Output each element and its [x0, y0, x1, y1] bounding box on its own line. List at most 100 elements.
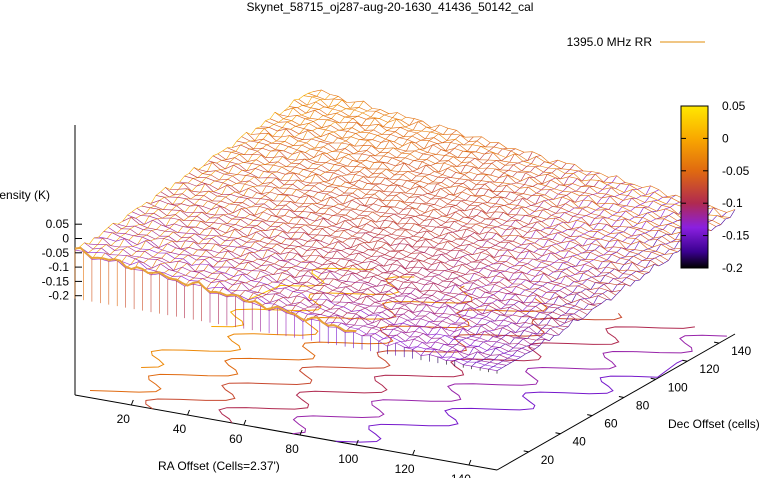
mesh-line-dec	[189, 172, 612, 301]
mesh-line-ra	[176, 118, 415, 282]
mesh-line-ra	[193, 126, 432, 285]
mesh-line-dec	[122, 217, 545, 341]
mesh-line-dec	[155, 195, 579, 321]
mesh-line-dec	[146, 202, 569, 327]
mesh-line-dec	[103, 231, 526, 355]
series-line	[74, 246, 357, 333]
mesh-line-dec	[255, 128, 678, 253]
colorbar-tick-label: -0.2	[722, 261, 743, 275]
mesh-line-dec	[289, 106, 712, 231]
mesh-line-dec	[298, 99, 721, 225]
z-tick-label: -0.2	[48, 289, 69, 303]
mesh-line-dec	[165, 187, 588, 315]
z-tick-label: -0.1	[48, 260, 69, 274]
mesh-line-dec	[93, 237, 517, 361]
y-tick-label: 100	[668, 380, 688, 394]
mesh-line-dec	[179, 181, 602, 305]
mesh-line-ra	[167, 116, 406, 280]
mesh-line-dec	[112, 222, 536, 350]
mesh-line-dec	[227, 147, 650, 273]
x-tick-label: 100	[338, 452, 358, 466]
colorbar: 0.05 0 -0.05 -0.1 -0.15 -0.2	[680, 99, 750, 275]
x-axis-label: RA Offset (Cells=2.37')	[158, 459, 280, 473]
mesh-line-dec	[241, 136, 664, 264]
colorbar-tick-label: -0.05	[722, 164, 750, 178]
mesh-line-dec	[170, 188, 593, 310]
z-tick-label: 0	[62, 232, 69, 246]
contour-line	[292, 334, 727, 435]
mesh-line-dec	[89, 243, 512, 363]
y-tick-label: 120	[699, 362, 719, 376]
mesh-line-dec	[312, 89, 736, 213]
y-tick	[555, 432, 561, 435]
colorbar-tick-label: -0.15	[722, 229, 750, 243]
mesh-line-dec	[246, 132, 669, 261]
mesh-line-dec	[222, 150, 645, 275]
y-tick	[650, 377, 656, 380]
y-tick	[618, 396, 624, 398]
y-axis: 20 40 60 80 100 120 140	[523, 341, 751, 467]
colorbar-gradient	[680, 105, 709, 269]
x-tick	[243, 419, 247, 426]
mesh-line-dec	[117, 223, 540, 346]
colorbar-ticks: 0.05 0 -0.05 -0.1 -0.15 -0.2	[681, 99, 750, 275]
z-tick-label: -0.15	[42, 274, 70, 288]
x-axis: 20 40 60 80 100 120 140	[117, 399, 472, 478]
y-tick-label: 20	[541, 453, 555, 467]
mesh-line-dec	[141, 205, 564, 331]
x-tick	[187, 409, 190, 416]
mesh-line-dec	[308, 93, 731, 218]
y-tick	[523, 450, 529, 453]
contour-line	[89, 298, 548, 393]
y-tick-label: 40	[573, 435, 587, 449]
mesh-line-dec	[151, 199, 574, 324]
mesh-line-dec	[265, 120, 688, 246]
mesh-line-ra	[83, 89, 322, 254]
colorbar-tick-label: 0.05	[722, 99, 746, 113]
mesh-line-dec	[160, 191, 583, 320]
y-tick-label: 60	[604, 417, 618, 431]
x-tick	[412, 449, 416, 456]
mesh-line-dec	[98, 236, 521, 358]
mesh-line-dec	[203, 162, 626, 286]
mesh-line-dec	[127, 214, 550, 342]
z-axis: 0.050-0.05-0.1-0.15-0.2	[42, 217, 82, 303]
legend: 1395.0 MHz RR	[567, 35, 705, 49]
mesh-line-ra	[387, 182, 626, 347]
x-tick	[299, 429, 303, 436]
chart-title: Skynet_58715_oj287-aug-20-1630_41436_501…	[247, 0, 534, 14]
x-tick-label: 20	[117, 412, 131, 426]
mesh-line-dec	[136, 207, 560, 336]
legend-label: 1395.0 MHz RR	[567, 35, 653, 49]
mesh-line-dec	[208, 160, 631, 287]
colorbar-tick-label: -0.1	[722, 196, 743, 210]
mesh-line-dec	[84, 242, 507, 366]
mesh-line-dec	[198, 169, 621, 293]
series-ridge-line	[74, 246, 357, 333]
mesh-line-dec	[232, 144, 655, 269]
mesh-line-dec	[193, 167, 617, 296]
x-tick-label: 40	[173, 422, 187, 436]
mesh-line-dec	[108, 227, 531, 352]
contour-line	[218, 326, 695, 424]
y-tick	[587, 414, 593, 417]
colorbar-tick-label: 0	[722, 131, 729, 145]
mesh-line-dec	[303, 95, 726, 220]
contour-line	[145, 312, 623, 410]
mesh-line-dec	[174, 182, 598, 307]
x-tick-label: 80	[285, 442, 299, 456]
mesh-line-dec	[260, 126, 683, 250]
mesh-line-dec	[279, 114, 702, 238]
surface-mesh	[74, 89, 736, 374]
contour-line	[245, 267, 374, 302]
mesh-line-dec	[274, 111, 698, 242]
mesh-line-dec	[284, 107, 707, 231]
z-tick-label: 0.05	[46, 217, 70, 231]
mesh-line-dec	[184, 175, 607, 300]
mesh-line-ra	[361, 172, 601, 337]
x-tick-label: 140	[451, 472, 471, 478]
x-tick	[355, 439, 359, 446]
x-tick	[130, 399, 134, 406]
mesh-line-dec	[212, 155, 636, 282]
mesh-line-dec	[217, 153, 640, 281]
